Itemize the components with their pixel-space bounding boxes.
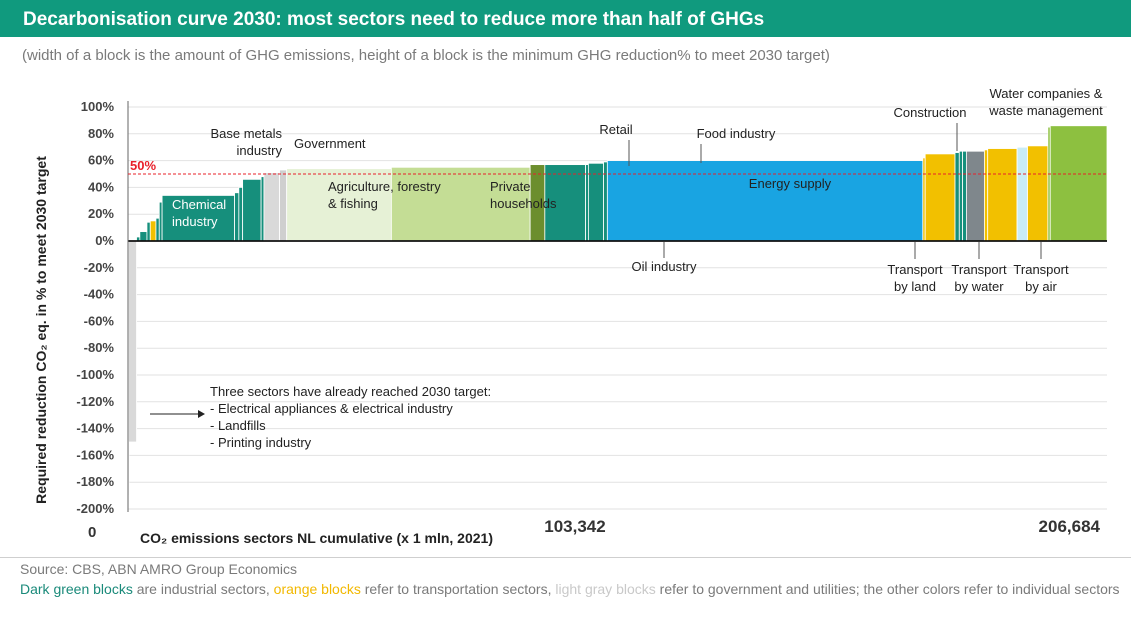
sector-label: Food industry <box>697 126 776 141</box>
sector-label: waste management <box>988 103 1103 118</box>
note-light-gray: light gray blocks <box>555 581 656 597</box>
reference-line-label: 50% <box>130 158 156 173</box>
x-tick-label: 103,342 <box>544 517 605 536</box>
chart-block <box>924 153 956 242</box>
color-legend-note: Dark green blocks are industrial sectors… <box>20 580 1120 598</box>
annotation-arrowhead <box>198 410 205 418</box>
chart-block <box>962 150 967 242</box>
y-tick-label: 20% <box>88 206 114 221</box>
axis-layer: 100% 80% 60% 40% 20% 0% -20% -40% -60% -80% -100% -… <box>33 99 1107 546</box>
y-tick-label: 100% <box>81 99 115 114</box>
note-text-3: refer to government and utilities; the o… <box>655 581 1120 597</box>
title-bar: Decarbonisation curve 2030: most sectors… <box>0 0 1131 37</box>
sector-label: households <box>490 196 557 211</box>
chart-block <box>149 220 157 242</box>
label-layer: 50% Chemical industry Base metals industry Go… <box>128 86 1107 450</box>
sector-label: Transport <box>887 262 943 277</box>
sector-label: Retail <box>599 122 632 137</box>
chart-block <box>606 160 924 242</box>
sector-label: Oil industry <box>631 259 697 274</box>
sector-label: Government <box>294 136 366 151</box>
annotation-text: - Landfills <box>210 418 266 433</box>
chart-block <box>260 176 265 242</box>
chart-block <box>965 150 985 242</box>
x-tick-label: 206,684 <box>1039 517 1101 536</box>
annotation-text: Three sectors have already reached 2030 … <box>210 384 491 399</box>
y-tick-label: -120% <box>76 394 114 409</box>
chart-block <box>139 231 148 242</box>
sector-label: Transport <box>1013 262 1069 277</box>
chart-block <box>161 195 235 242</box>
chart-block <box>585 164 589 242</box>
chart-block <box>155 217 160 242</box>
sector-label: & fishing <box>328 196 378 211</box>
y-tick-label: 80% <box>88 126 114 141</box>
sector-label: by land <box>894 279 936 294</box>
sector-label: Base metals <box>210 126 282 141</box>
source-note: Source: CBS, ABN AMRO Group Economics <box>20 561 297 577</box>
y-tick-label: 60% <box>88 153 114 168</box>
chart-block <box>390 166 531 242</box>
chart-block <box>146 221 151 242</box>
y-tick-label: -160% <box>76 447 114 462</box>
sector-label: by air <box>1025 279 1057 294</box>
sector-label: Chemical <box>172 197 226 212</box>
chart-block <box>128 240 137 443</box>
sector-label: Private <box>490 179 530 194</box>
y-tick-label: -200% <box>76 501 114 516</box>
chart-subtitle: (width of a block is the amount of GHG e… <box>22 47 830 64</box>
sector-label: industry <box>172 214 218 229</box>
chart-block <box>158 201 163 242</box>
chart-block <box>544 164 586 242</box>
x-axis-title: CO₂ emissions sectors NL cumulative (x 1… <box>140 530 493 546</box>
chart-block <box>983 149 989 242</box>
y-tick-label: -100% <box>76 367 114 382</box>
chart-block <box>263 172 280 242</box>
chart-block <box>279 169 288 242</box>
chart-block <box>238 186 244 242</box>
y-tick-label: 40% <box>88 179 114 194</box>
y-tick-label: 0% <box>95 233 114 248</box>
y-tick-label: -140% <box>76 421 114 436</box>
chart-block <box>954 152 960 242</box>
y-tick-label: -20% <box>84 260 115 275</box>
note-text-1: are industrial sectors, <box>132 581 274 597</box>
page-title: Decarbonisation curve 2030: most sectors… <box>23 9 765 30</box>
sector-label: Water companies & <box>990 86 1103 101</box>
note-dark-green: Dark green blocks <box>20 581 133 597</box>
annotation-text: - Electrical appliances & electrical ind… <box>210 401 453 416</box>
chart-block <box>1016 146 1028 242</box>
sector-label: Agriculture, forestry <box>328 179 441 194</box>
note-text-2: refer to transportation sectors, <box>360 581 556 597</box>
chart-block <box>242 178 262 242</box>
y-tick-label: -80% <box>84 340 115 355</box>
chart-block <box>958 150 964 242</box>
chart-block <box>1049 125 1108 242</box>
y-tick-label: -180% <box>76 474 114 489</box>
sector-label: Energy supply <box>749 176 832 191</box>
chart-block <box>987 148 1018 242</box>
sector-label: Transport <box>951 262 1007 277</box>
chart-block <box>588 162 604 242</box>
y-tick-label: -60% <box>84 313 115 328</box>
x-tick-label: 0 <box>88 524 96 541</box>
y-tick-label: -40% <box>84 287 115 302</box>
chart-block <box>234 192 240 242</box>
footer-divider <box>0 557 1131 558</box>
annotation-text: - Printing industry <box>210 435 312 450</box>
decarbonisation-chart: 100% 80% 60% 40% 20% 0% -20% -40% -60% -80% -100% -… <box>33 86 1108 546</box>
sector-label: by water <box>954 279 1004 294</box>
note-orange: orange blocks <box>273 581 361 597</box>
y-axis-title: Required reduction CO₂ eq. in % to meet … <box>33 156 49 504</box>
sector-label: industry <box>236 143 282 158</box>
sector-label: Construction <box>894 105 967 120</box>
chart-block <box>1027 145 1049 242</box>
